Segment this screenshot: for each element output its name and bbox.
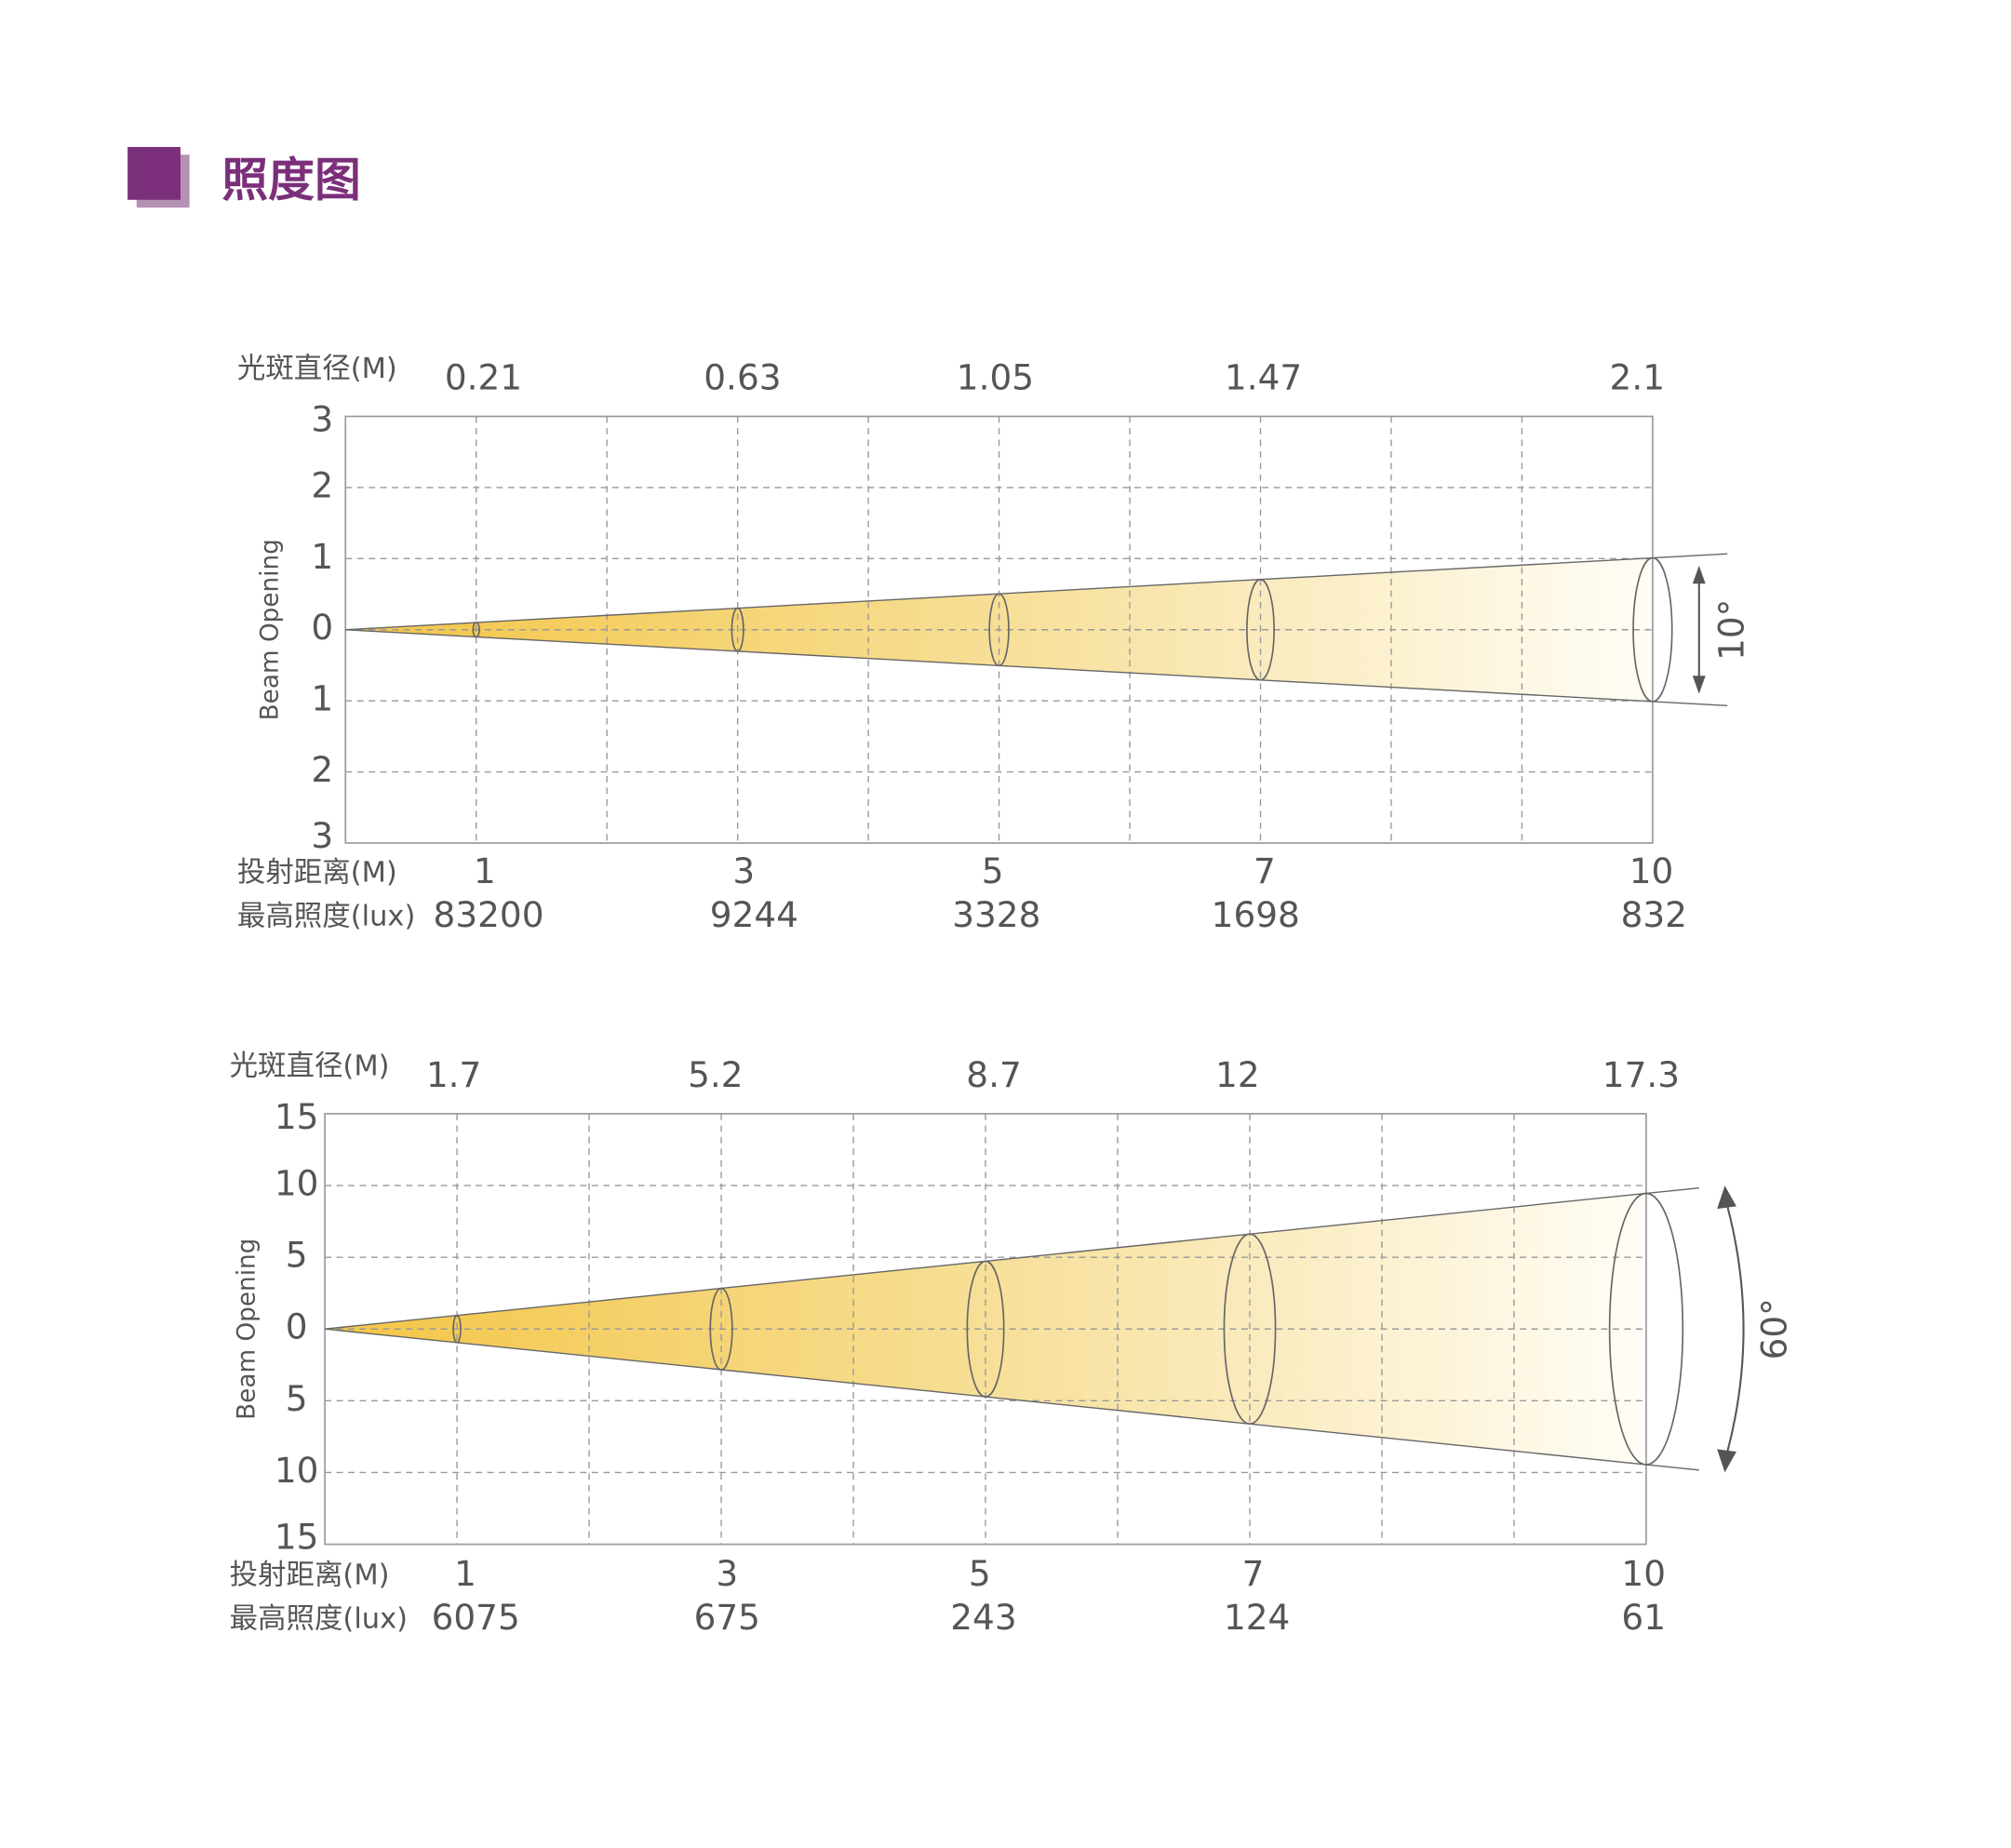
light-spot [731,607,744,652]
illuminance: 6075 [432,1597,520,1638]
beam-edge [345,553,1728,631]
y-tick-label: 3 [311,815,333,856]
light-spot [452,1314,462,1344]
spot-diameter: 2.1 [1610,356,1665,397]
y-tick-label: 2 [311,464,333,505]
distance: 5 [969,1553,991,1594]
illuminance-diagram: 60°光斑直径(M)投射距离(M)最高照度(lux)Beam Opening15… [230,1050,1795,1638]
arrow-head [1692,565,1706,584]
beam-angle: 60° [1753,1298,1794,1359]
spot-diameter: 8.7 [966,1054,1021,1095]
illuminance: 124 [1224,1597,1290,1638]
y-tick-label: 1 [311,678,333,719]
spot-diameter: 1.05 [957,356,1034,397]
diagrams: 10° 光斑直径(M) 投射距离(M) 最高照度(lux) Beam Opening 3 2… [230,353,1795,1638]
illuminance: 61 [1621,1597,1666,1638]
y-tick-label: 15 [275,1517,319,1558]
y-axis-label: Beam Opening [256,539,284,720]
spot-diameter: 0.63 [704,356,781,397]
illuminance: 83200 [434,894,544,935]
spot-diameter: 5.2 [688,1054,743,1095]
distance: 7 [1254,850,1276,891]
distance: 3 [732,850,755,891]
diameter-label: 光斑直径(M) [230,1050,390,1082]
illuminance: 675 [694,1597,760,1638]
illuminance: 3328 [952,894,1040,935]
light-spot [966,1260,1005,1398]
angle-arrow [1726,1206,1745,1453]
title-icon [127,146,181,200]
light-spot [1223,1233,1277,1426]
y-tick-label: 10 [275,1163,319,1204]
lux-label: 最高照度(lux) [237,901,415,933]
y-tick-label: 5 [286,1378,308,1419]
diameter-label: 光斑直径(M) [237,353,397,385]
spot-diameter: 12 [1215,1054,1260,1095]
distance: 1 [474,850,496,891]
beam-edge [325,1186,1699,1330]
arrow-head [1717,1185,1736,1210]
distance: 10 [1629,850,1674,891]
illuminance: 1698 [1212,894,1300,935]
y-tick-label: 0 [286,1306,308,1347]
arrow-head [1692,676,1706,694]
y-tick-label: 1 [311,536,333,577]
spot-diameter: 1.7 [426,1054,481,1095]
y-tick-label: 3 [311,399,333,440]
y-tick-label: 15 [275,1096,319,1137]
spot-diameter: 1.47 [1225,356,1302,397]
distance-label: 投射距离(M) [237,857,397,890]
distance: 1 [454,1553,476,1594]
y-axis-label: Beam Opening [233,1239,261,1420]
distance: 5 [982,850,1004,891]
illuminance: 9244 [710,894,798,935]
light-spot [988,593,1010,667]
distance: 3 [716,1553,738,1594]
light-spot [1632,556,1673,703]
distance-label: 投射距离(M) [230,1560,390,1592]
y-tick-label: 5 [286,1235,308,1276]
spot-diameter: 17.3 [1602,1054,1680,1095]
light-spot [472,622,481,638]
beam-angle: 10° [1711,599,1752,661]
page-title: 照度图 [221,154,361,208]
distance: 10 [1621,1553,1666,1594]
illuminance: 832 [1621,894,1687,935]
light-spot [709,1287,733,1371]
y-tick-label: 0 [311,607,333,648]
illuminance-diagram: 10° 光斑直径(M) 投射距离(M) 最高照度(lux) Beam Opening 3 2… [237,353,1752,935]
distance: 7 [1242,1553,1265,1594]
arrow-head [1717,1449,1736,1473]
y-tick-label: 2 [311,749,333,790]
lux-label: 最高照度(lux) [230,1603,408,1636]
light-spot [1608,1192,1684,1466]
beam-edge [325,1328,1699,1471]
spot-diameter: 0.21 [445,356,522,397]
light-spot [1246,578,1275,681]
beam-edge [345,629,1728,707]
y-tick-label: 10 [275,1450,319,1491]
illuminance: 243 [950,1597,1016,1638]
